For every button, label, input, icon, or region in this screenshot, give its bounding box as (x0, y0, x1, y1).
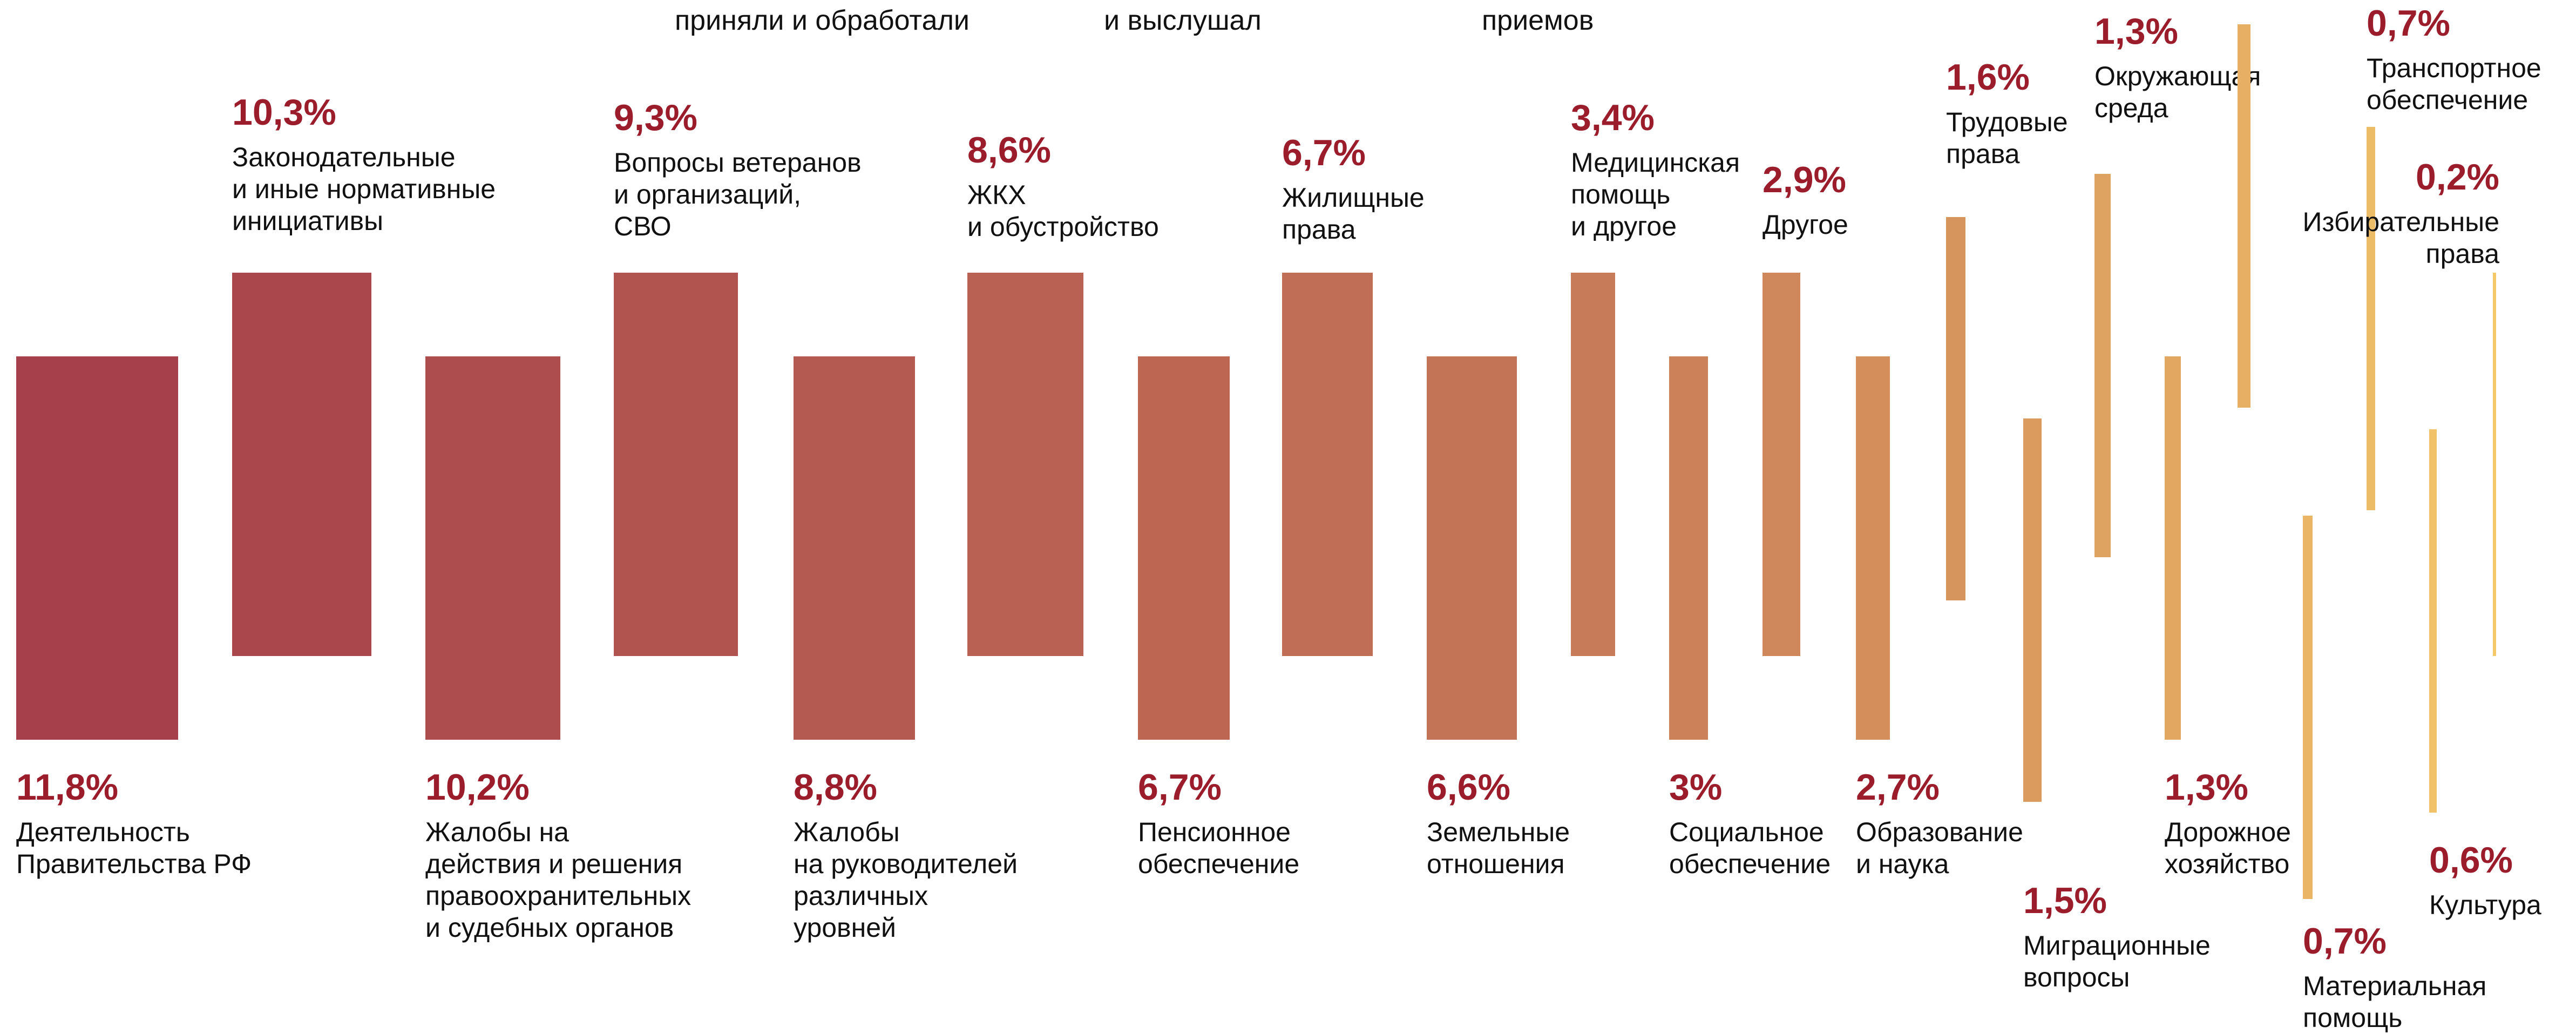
percent-label-2: 10,3% (232, 92, 336, 133)
percent-label-20: 0,7% (2367, 3, 2450, 44)
top-text-3: приемов (1482, 5, 1594, 36)
bar-3 (425, 356, 560, 740)
category-label-16: Окружающая среда (2094, 61, 2261, 123)
bar-22 (2493, 273, 2496, 656)
percent-label-19: 0,7% (2303, 921, 2387, 962)
percent-label-3: 10,2% (425, 767, 530, 808)
bar-11 (1669, 356, 1708, 740)
bar-18 (2238, 24, 2250, 408)
category-label-7: Пенсионное обеспечение (1138, 817, 1300, 879)
bar-1 (16, 356, 178, 740)
top-text-1: приняли и обработали (675, 5, 970, 36)
bar-4 (614, 273, 738, 656)
category-label-10: Медицинская помощь и другое (1571, 147, 1740, 241)
bar-17 (2165, 356, 2181, 740)
bar-19 (2303, 516, 2313, 899)
percent-label-11: 3% (1669, 767, 1723, 808)
bar-16 (2094, 174, 2111, 557)
bar-9 (1427, 356, 1517, 740)
percent-label-22: 0,2% (2416, 157, 2499, 198)
percent-label-7: 6,7% (1138, 767, 1222, 808)
top-text-2: и выслушал (1104, 5, 1262, 36)
bar-10 (1571, 273, 1615, 656)
category-label-11: Социальное обеспечение (1669, 817, 1831, 879)
percent-label-10: 3,4% (1571, 97, 1655, 138)
category-label-6: ЖКХ и обустройство (967, 180, 1159, 242)
category-label-12: Другое (1762, 209, 1848, 240)
percent-label-8: 6,7% (1282, 132, 1366, 173)
category-label-9: Земельные отношения (1427, 817, 1570, 879)
bar-7 (1138, 356, 1230, 740)
percent-label-12: 2,9% (1762, 159, 1846, 200)
percent-label-1: 11,8% (16, 767, 119, 808)
category-label-3: Жалобы на действия и решения правоохрани… (425, 817, 692, 943)
category-label-22: Избирательные права (2302, 207, 2499, 269)
category-label-17: Дорожное хозяйство (2165, 817, 2291, 879)
percent-label-21: 0,6% (2429, 840, 2513, 881)
bar-20 (2367, 127, 2375, 510)
category-label-13: Образование и наука (1856, 817, 2023, 879)
category-label-19: Материальная помощь (2303, 971, 2487, 1033)
percent-label-13: 2,7% (1856, 767, 1940, 808)
category-label-8: Жилищные права (1282, 183, 1425, 245)
category-label-2: Законодательные и иные нормативные иници… (232, 142, 496, 236)
percent-label-15: 1,5% (2023, 880, 2107, 921)
percent-label-17: 1,3% (2165, 767, 2248, 808)
percent-label-16: 1,3% (2094, 11, 2178, 52)
percent-label-6: 8,6% (967, 130, 1051, 171)
category-label-1: Деятельность Правительства РФ (16, 817, 252, 879)
category-label-4: Вопросы ветеранов и организаций, СВО (614, 147, 862, 241)
bar-15 (2023, 418, 2042, 802)
category-label-21: Культура (2429, 890, 2541, 920)
bar-8 (1282, 273, 1373, 656)
percent-label-9: 6,6% (1427, 767, 1510, 808)
category-label-14: Трудовые права (1946, 107, 2068, 169)
bar-12 (1762, 273, 1800, 656)
category-label-5: Жалобы на руководителей различных уровне… (794, 817, 1018, 943)
bar-21 (2429, 429, 2437, 813)
bar-5 (794, 356, 915, 740)
percent-label-4: 9,3% (614, 97, 697, 138)
bar-13 (1856, 356, 1890, 740)
category-label-15: Миграционные вопросы (2023, 930, 2211, 992)
bar-14 (1946, 217, 1965, 600)
percent-label-14: 1,6% (1946, 57, 2030, 98)
bar-6 (967, 273, 1083, 656)
percent-label-5: 8,8% (794, 767, 877, 808)
bar-2 (232, 273, 371, 656)
category-label-20: Транспортное обеспечение (2367, 53, 2541, 115)
